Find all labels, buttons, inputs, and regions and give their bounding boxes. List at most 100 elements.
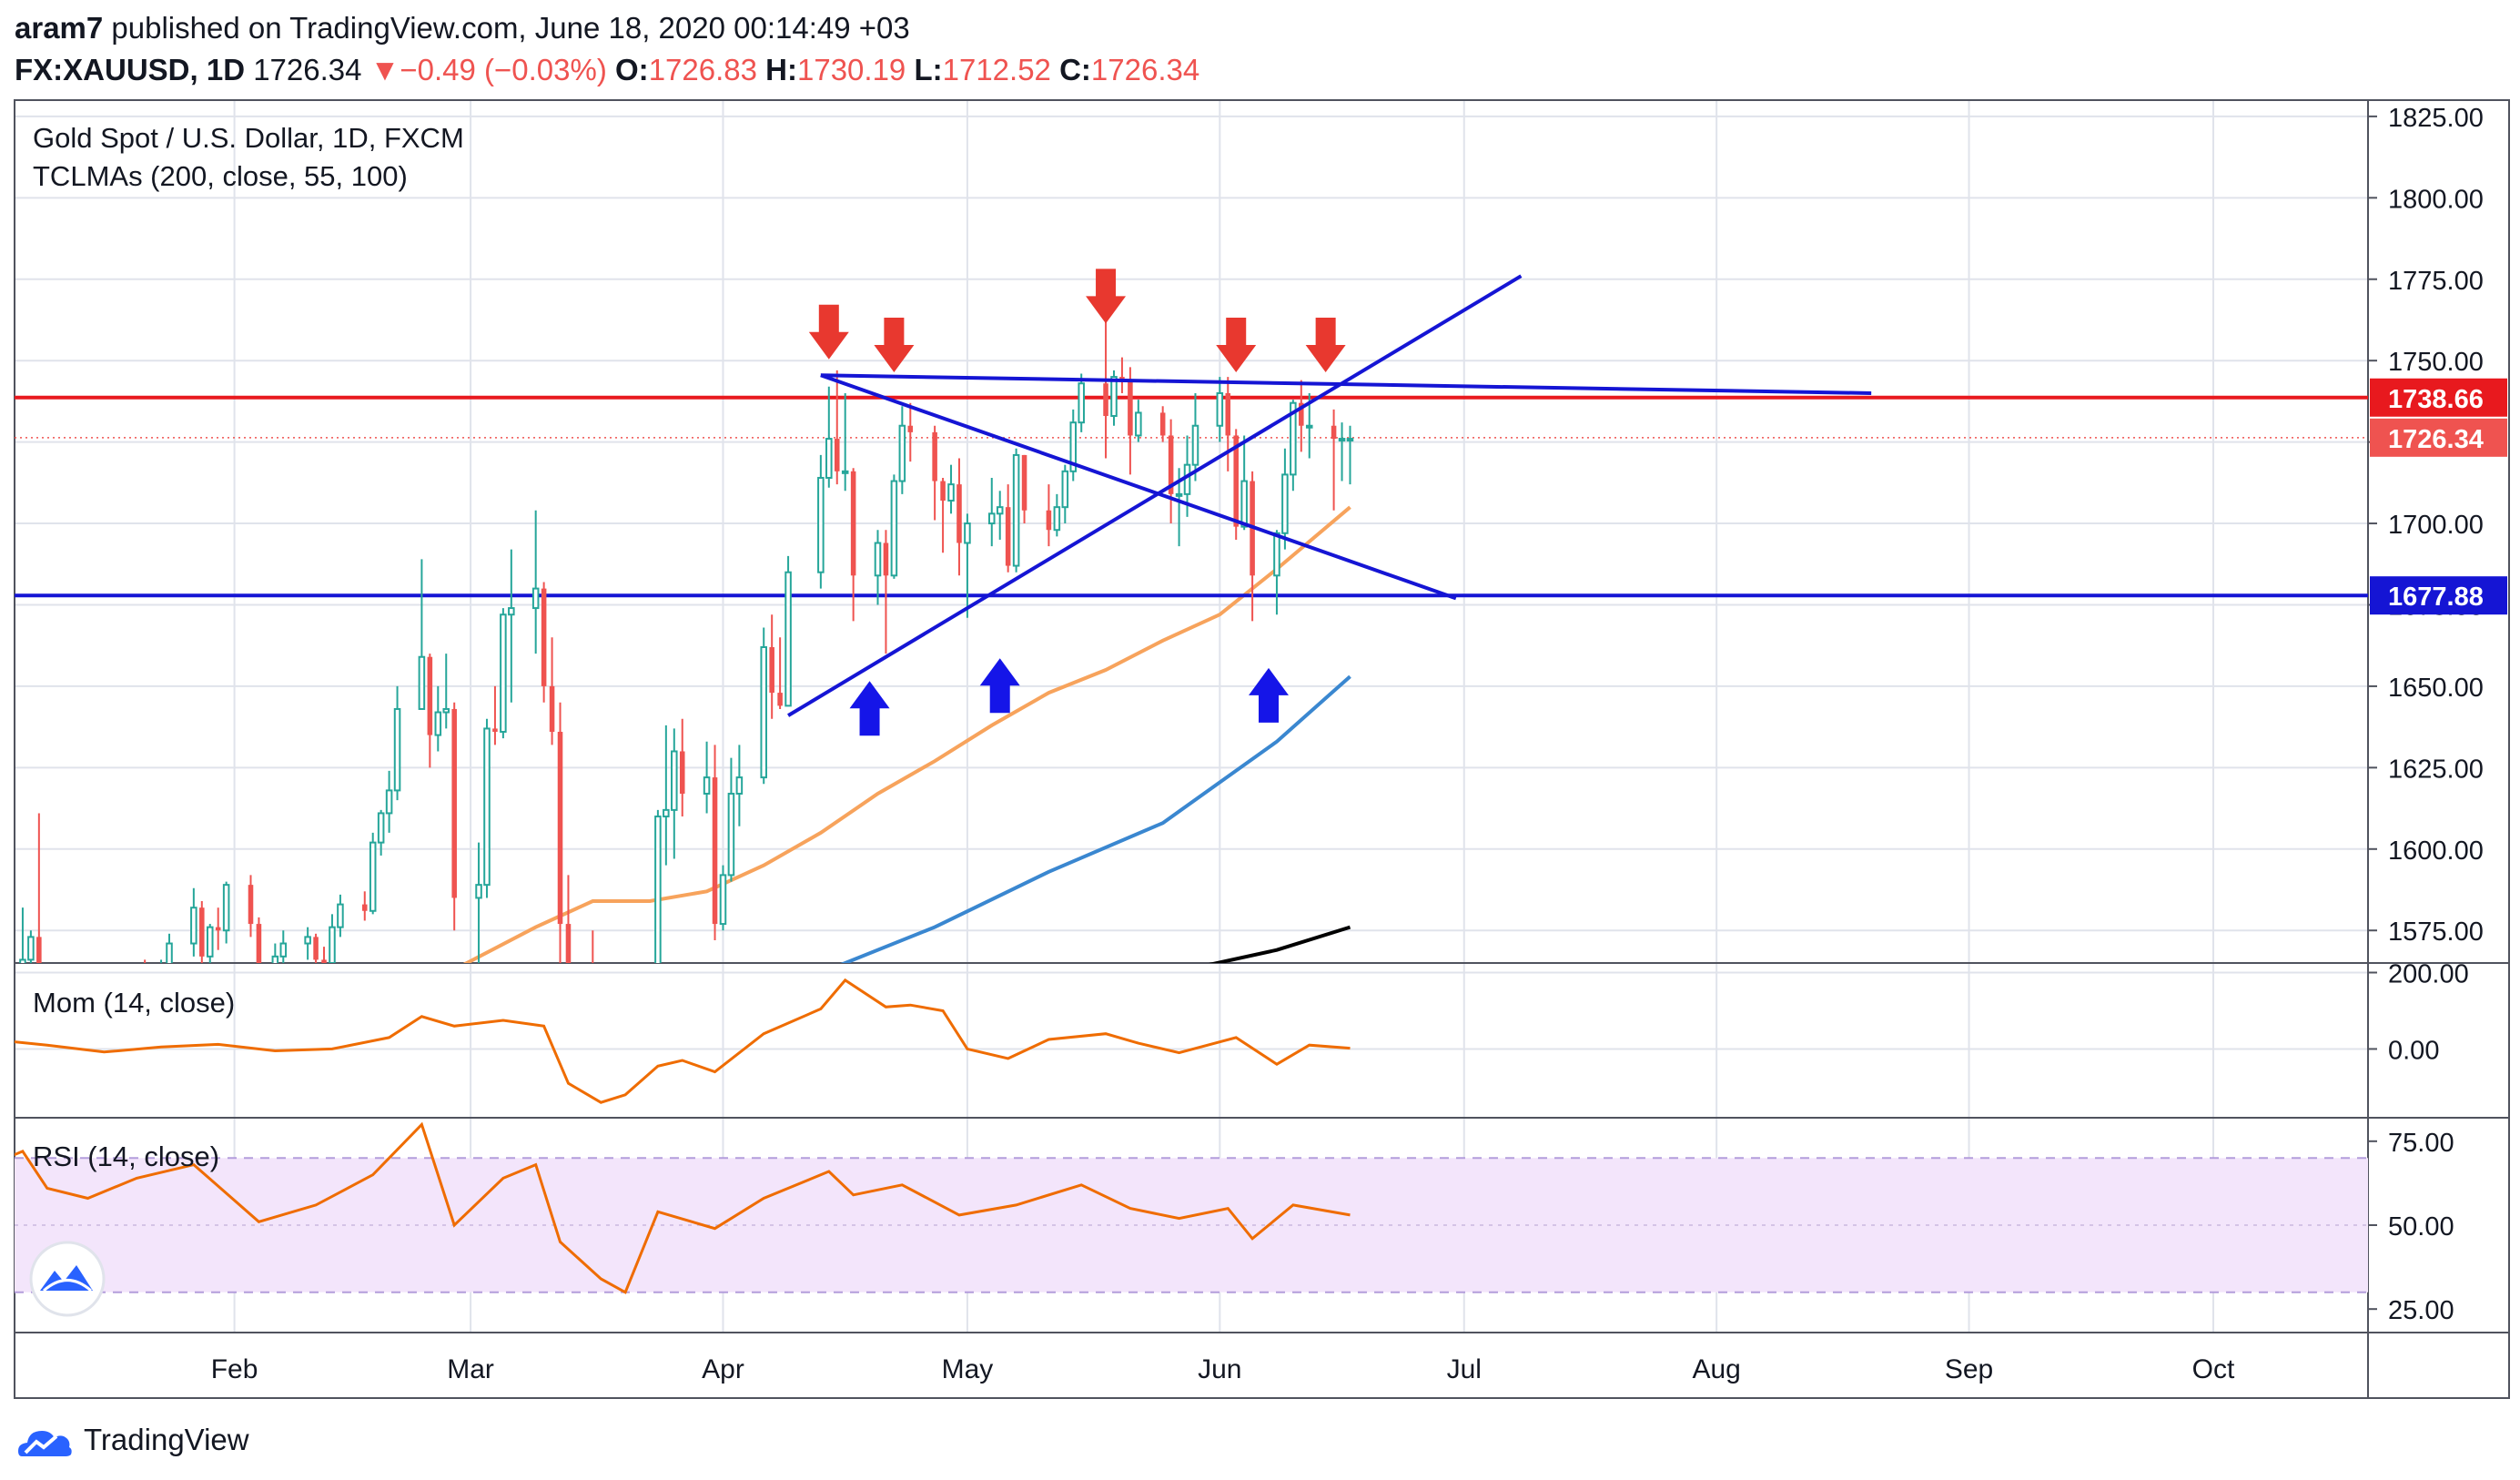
candle-body — [337, 903, 344, 928]
ascending-trendline[interactable] — [787, 274, 1523, 717]
candle-body — [1240, 480, 1248, 528]
candle-body — [565, 924, 572, 963]
time-axis[interactable]: Feb Mar Apr May Jun Jul Aug Sep Oct — [211, 1354, 2235, 1384]
candle — [166, 933, 173, 963]
brand-name: TradingView — [84, 1423, 249, 1456]
candle — [956, 458, 962, 576]
candle-body — [1225, 392, 1231, 436]
candle-body — [508, 607, 515, 616]
time-tick-label: Sep — [1945, 1354, 1993, 1384]
candle — [1135, 400, 1142, 442]
candle-body — [874, 542, 882, 577]
candle — [1338, 422, 1346, 482]
candle-body — [1290, 401, 1297, 476]
candle — [1159, 406, 1166, 442]
candle — [932, 425, 937, 521]
arrow-up-icon[interactable] — [1249, 667, 1290, 723]
candle — [248, 875, 254, 938]
candle-body — [1338, 438, 1346, 442]
candle-body — [1046, 510, 1052, 531]
candle-body — [215, 927, 221, 931]
candle-body — [703, 776, 711, 795]
time-tick-label: May — [942, 1354, 994, 1384]
candle-body — [1021, 454, 1027, 511]
publisher[interactable]: aram7 — [15, 11, 104, 45]
arrow-down-icon[interactable] — [1305, 318, 1346, 373]
candle — [271, 943, 279, 963]
price-tick-label: 1600.00 — [2388, 836, 2484, 866]
open-value: 1726.83 — [648, 53, 757, 86]
candle — [1061, 464, 1069, 524]
arrow-down-icon[interactable] — [1216, 318, 1257, 373]
arrow-up-icon[interactable] — [979, 658, 1020, 714]
candle — [27, 930, 35, 963]
candle — [890, 474, 898, 579]
candle-body — [1069, 421, 1078, 472]
candle — [483, 718, 491, 898]
candle — [769, 614, 774, 719]
arrow-down-icon[interactable] — [808, 304, 849, 360]
candle-body — [265, 989, 270, 1006]
ma55-line — [462, 505, 1351, 963]
price-tick-label: 1775.00 — [2388, 267, 2484, 296]
candle — [1346, 425, 1354, 485]
candle — [1103, 308, 1108, 459]
candle — [1005, 484, 1011, 573]
candle — [1053, 493, 1061, 537]
candle-body — [890, 480, 898, 577]
candle-body — [1346, 438, 1354, 442]
time-tick-label: Feb — [211, 1354, 258, 1384]
candle — [898, 406, 906, 494]
resistance-label: 1738.66 — [2388, 385, 2484, 414]
low-value: 1712.52 — [942, 53, 1051, 86]
candle — [719, 865, 727, 931]
candle-body — [313, 937, 319, 960]
candle-body — [36, 937, 42, 963]
tradingview-cloud-icon — [18, 1431, 72, 1456]
arrow-down-icon[interactable] — [874, 318, 915, 373]
candle-body — [256, 924, 262, 963]
candle — [369, 832, 377, 915]
candle — [987, 477, 996, 547]
candle-body — [541, 588, 547, 686]
candle-body — [719, 874, 727, 926]
candle-body — [329, 926, 336, 963]
price-axis[interactable]: 1575.001600.001625.001650.001675.001700.… — [2368, 104, 2507, 1325]
brand[interactable]: TradingView — [16, 1420, 249, 1460]
moving-averages — [462, 505, 1351, 963]
candle-body — [817, 476, 825, 573]
rsi-tick-label: 50.00 — [2388, 1212, 2454, 1242]
arrow-up-icon[interactable] — [849, 681, 890, 736]
candle-body — [777, 693, 783, 706]
candle-body — [760, 645, 767, 779]
oscillators — [15, 978, 1351, 1294]
candle-body — [932, 431, 937, 482]
last-price: 1726.34 — [253, 53, 362, 86]
symbol[interactable]: FX:XAUUSD, 1D — [15, 53, 246, 86]
candle — [679, 718, 685, 817]
tradingview-badge-icon[interactable] — [29, 1241, 106, 1317]
candle — [907, 402, 914, 462]
candle-body — [1159, 412, 1166, 436]
candle-body — [1331, 425, 1337, 440]
candle — [19, 907, 26, 963]
price-levels — [15, 395, 2368, 598]
candle — [541, 582, 547, 703]
candle-body — [222, 884, 230, 932]
annotation-arrows[interactable] — [808, 269, 1346, 736]
candle-body — [304, 936, 311, 945]
candle — [206, 924, 214, 963]
resistance-tag[interactable] — [2370, 378, 2507, 417]
upper-trendline[interactable] — [820, 373, 1872, 395]
header: aram7 published on TradingView.com, June… — [15, 7, 2472, 91]
descending-trendline[interactable] — [820, 373, 1457, 601]
price-tick-label: 1575.00 — [2388, 917, 2484, 947]
last-price-tag[interactable] — [2370, 418, 2507, 457]
trendlines[interactable] — [787, 274, 1872, 717]
candle-body — [248, 885, 254, 925]
candle-body — [393, 707, 401, 792]
support-tag[interactable] — [2370, 576, 2507, 615]
candle — [1273, 530, 1280, 615]
arrow-down-icon[interactable] — [1086, 269, 1127, 324]
